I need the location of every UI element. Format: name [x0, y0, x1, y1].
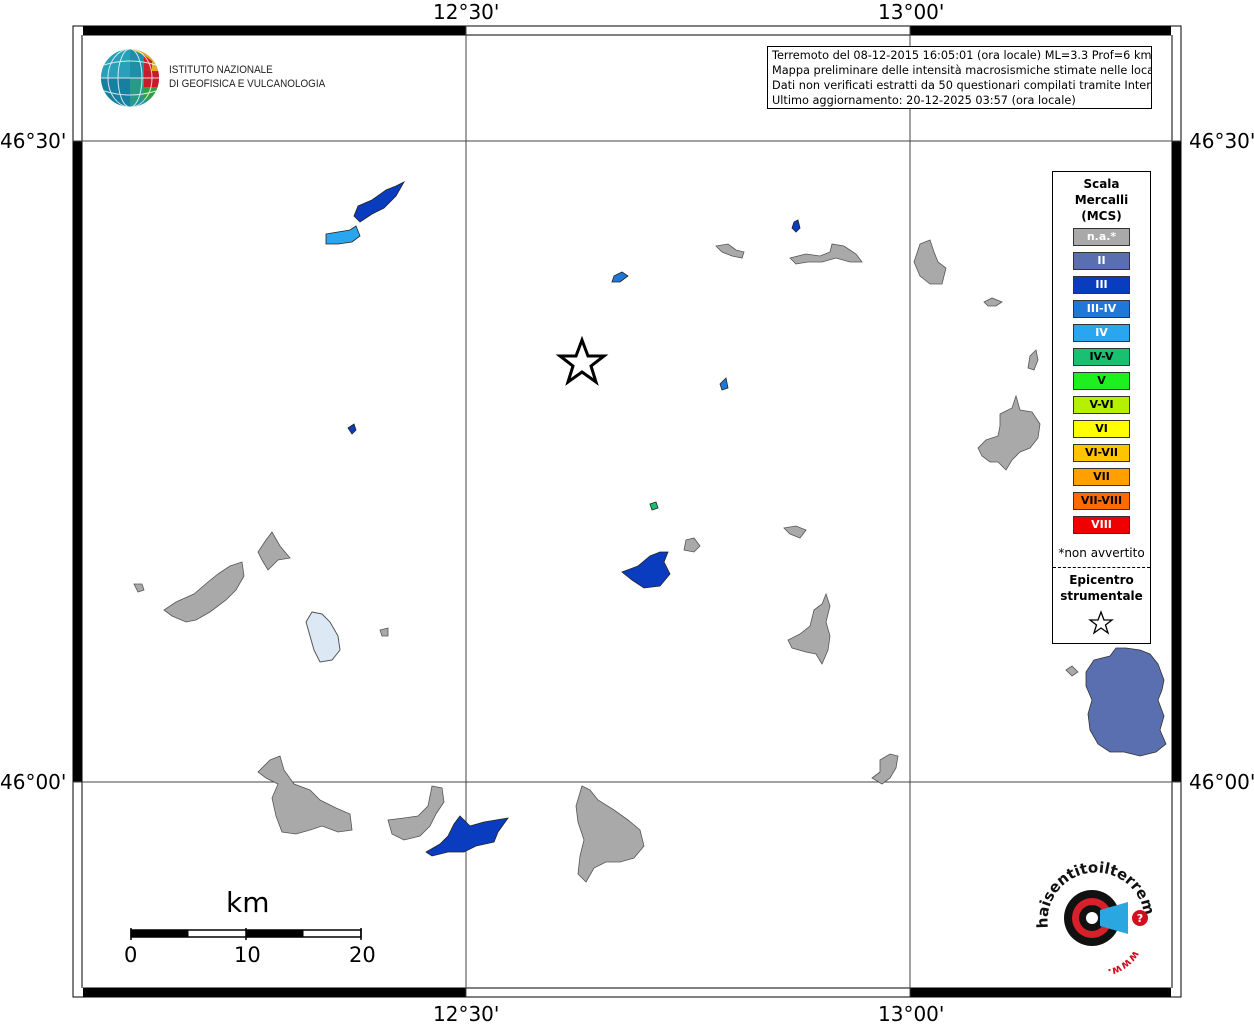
frame-bar	[1172, 141, 1181, 782]
frame-bar	[910, 988, 1171, 997]
municipality	[163, 561, 245, 623]
municipality	[683, 537, 701, 553]
municipality	[871, 753, 899, 785]
frame-bar	[73, 141, 82, 782]
municipality	[257, 531, 291, 571]
question-badge-icon	[1132, 910, 1148, 926]
legend-item: II	[1073, 252, 1130, 270]
municipalities-intensity-IV-V	[649, 501, 659, 511]
scale-bar-label: 10	[234, 943, 261, 967]
frame-bar	[83, 988, 466, 997]
lon-label-bottom: 12°30'	[433, 1002, 500, 1026]
lon-label-top: 12°30'	[433, 0, 500, 24]
legend-item: n.a.*	[1073, 228, 1130, 246]
municipalities-intensity-III	[347, 181, 801, 857]
legend-item: IV	[1073, 324, 1130, 342]
lat-label-left: 46°30'	[0, 129, 67, 153]
municipality	[325, 225, 361, 245]
legend-epicenter-line: strumentale	[1060, 589, 1143, 603]
legend-item: IV-V	[1073, 348, 1130, 366]
legend-item: VIII	[1073, 516, 1130, 534]
lake	[305, 611, 341, 663]
legend-item: V	[1073, 372, 1130, 390]
legend-item: VII	[1073, 468, 1130, 486]
lat-label-left: 46°00'	[0, 770, 67, 794]
legend-title-line: Scala	[1083, 177, 1120, 191]
legend-epicenter-line: Epicentro	[1069, 573, 1134, 587]
legend-epicenter-label: Epicentro strumentale	[1053, 572, 1150, 604]
legend-item: V-VI	[1073, 396, 1130, 414]
municipality	[791, 219, 801, 233]
haisentito-logo-www: www.	[1106, 948, 1142, 976]
legend-item: VI	[1073, 420, 1130, 438]
legend-divider	[1053, 567, 1150, 568]
municipality	[347, 423, 357, 435]
legend-item: VII-VIII	[1073, 492, 1130, 510]
municipality	[649, 501, 659, 511]
legend-title-line: (MCS)	[1081, 209, 1122, 223]
legend-item: III	[1073, 276, 1130, 294]
frame-bar	[910, 26, 1171, 35]
scale-bar	[130, 928, 362, 940]
frame-bar	[83, 26, 466, 35]
lat-label-right: 46°00'	[1189, 770, 1254, 794]
municipality	[621, 551, 671, 589]
municipality	[379, 627, 389, 637]
last-update: Ultimo aggiornamento: 20-12-2025 03:57 (…	[772, 94, 1076, 107]
municipality	[787, 592, 831, 665]
municipality	[1027, 349, 1039, 371]
logo-line: DI GEOFISICA E VULCANOLOGIA	[169, 78, 326, 90]
legend-title-line: Mercalli	[1074, 193, 1129, 207]
legend-item: III-IV	[1073, 300, 1130, 318]
municipality	[611, 271, 629, 283]
epicenter-legend-star-icon	[1088, 610, 1114, 635]
municipalities-no-data	[133, 239, 1079, 883]
municipality	[1065, 665, 1079, 677]
municipality	[913, 239, 947, 285]
lon-label-top: 13°00'	[878, 0, 945, 24]
municipalities-intensity-IV	[325, 225, 361, 245]
legend-item: VI-VII	[1073, 444, 1130, 462]
municipality	[983, 297, 1003, 307]
event-line: Terremoto del 08-12-2015 16:05:01 (ora l…	[772, 49, 1152, 62]
lon-label-bottom: 13°00'	[878, 1002, 945, 1026]
haisentito-logo: haisentitoilterremoto.it www. ?	[1030, 858, 1158, 976]
intensity-legend: Scala Mercalli (MCS) n.a.* II III III-IV IV I…	[1052, 171, 1151, 644]
svg-text:?: ?	[1137, 912, 1143, 925]
ingv-logo	[100, 47, 360, 109]
municipalities-intensity-III-IV	[611, 271, 729, 391]
scale-bar-unit: km	[226, 886, 270, 919]
epicenter-star-icon	[555, 335, 609, 386]
municipality	[783, 525, 807, 539]
municipality	[719, 377, 729, 391]
municipality	[387, 785, 445, 841]
legend-note: *non avvertito	[1058, 546, 1145, 560]
megaphone-icon	[1100, 902, 1128, 934]
municipality	[977, 394, 1041, 471]
lat-label-right: 46°30'	[1189, 129, 1254, 153]
municipality	[133, 583, 145, 593]
municipality	[715, 243, 745, 259]
map-description: Mappa preliminare delle intensità macros…	[772, 64, 1152, 77]
municipality	[257, 755, 353, 835]
municipality	[1085, 647, 1167, 757]
svg-text:www.: www.	[1106, 948, 1142, 976]
legend-title: Scala Mercalli (MCS)	[1053, 176, 1150, 224]
municipalities-intensity-II	[1085, 647, 1167, 757]
municipality	[425, 815, 509, 857]
municipality	[353, 181, 406, 223]
event-info-box: Terremoto del 08-12-2015 16:05:01 (ora l…	[767, 46, 1152, 109]
data-source-note: Dati non verificati estratti da 50 quest…	[772, 79, 1152, 92]
logo-line: ISTITUTO NAZIONALE	[169, 64, 273, 76]
ingv-logo-text: ISTITUTO NAZIONALE DI GEOFISICA E VULCAN…	[169, 63, 325, 91]
municipality	[575, 785, 645, 883]
municipality	[789, 243, 863, 265]
ingv-globe-icon	[101, 49, 159, 107]
scale-bar-label: 20	[349, 943, 376, 967]
scale-bar-label: 0	[124, 943, 138, 967]
